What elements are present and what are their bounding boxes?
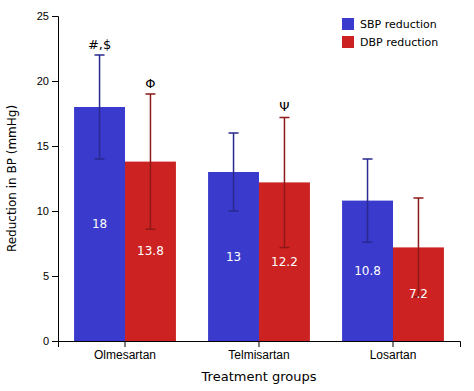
y-tick-label: 15: [37, 140, 49, 152]
y-tick-label: 20: [37, 75, 49, 87]
data-label: 18: [92, 217, 107, 231]
data-label: 13.8: [137, 244, 164, 258]
x-axis-title: Treatment groups: [201, 369, 317, 384]
y-tick-mark: [52, 341, 58, 342]
y-tick-mark: [52, 146, 58, 147]
data-label: 13: [226, 250, 241, 264]
x-tick: Telmisartan: [228, 341, 289, 362]
chart-container: 18 #,$ 13 10.8 13.8 Φ 12.2 Ψ 7.2 0 5 10 15 20 25 Olmesa…: [0, 0, 474, 391]
y-tick: 15: [37, 140, 58, 152]
x-tick: Olmesartan: [94, 341, 156, 362]
annotation: Ψ: [279, 99, 289, 114]
plot-texts: 18 #,$ 13 10.8 13.8 Φ 12.2 Ψ 7.2: [88, 37, 428, 301]
error-bar: [145, 94, 155, 229]
legend-item: SBP reduction: [342, 18, 437, 31]
y-tick-label: 25: [37, 10, 49, 22]
error-bar: [279, 117, 289, 247]
x-tick-label: Losartan: [370, 348, 417, 362]
legend: SBP reduction DBP reduction: [342, 18, 438, 49]
error-bar: [229, 133, 239, 211]
error-bar: [413, 198, 423, 297]
data-label: 7.2: [409, 287, 428, 301]
data-label: 12.2: [271, 255, 298, 269]
error-bar: [363, 159, 373, 242]
legend-label: DBP reduction: [360, 36, 438, 49]
y-tick-mark: [52, 81, 58, 82]
plot-marks: [74, 55, 444, 341]
legend-swatch: [342, 36, 354, 48]
y-tick-mark: [52, 16, 58, 17]
y-tick: 25: [37, 10, 58, 22]
x-axis: Olmesartan Telmisartan Losartan: [59, 341, 461, 362]
x-tick: Losartan: [370, 341, 417, 362]
y-tick: 10: [37, 205, 58, 217]
x-tick-mark: [125, 341, 126, 347]
y-tick-mark: [52, 211, 58, 212]
annotation: #,$: [88, 37, 111, 52]
y-tick-label: 5: [43, 270, 49, 282]
data-label: 10.8: [354, 264, 381, 278]
y-tick: 20: [37, 75, 58, 87]
x-axis-line: [59, 342, 461, 348]
y-axis-title: Reduction in BP (mmHg): [5, 105, 19, 252]
legend-item: DBP reduction: [342, 36, 438, 49]
y-tick: 0: [43, 335, 58, 347]
y-axis-line: [52, 17, 59, 342]
annotation: Φ: [145, 76, 155, 91]
error-bar: [95, 55, 105, 159]
legend-swatch: [342, 18, 354, 30]
y-tick-label: 0: [43, 335, 49, 347]
y-tick-mark: [52, 276, 58, 277]
y-tick: 5: [43, 270, 58, 282]
chart-svg: 18 #,$ 13 10.8 13.8 Φ 12.2 Ψ 7.2 0 5 10 15 20 25 Olmesa…: [0, 0, 474, 391]
y-tick-label: 10: [37, 205, 49, 217]
legend-label: SBP reduction: [360, 18, 437, 31]
x-tick-mark: [259, 341, 260, 347]
x-tick-label: Telmisartan: [228, 348, 289, 362]
y-axis: 0 5 10 15 20 25: [37, 10, 59, 347]
x-tick-mark: [393, 341, 394, 347]
x-tick-label: Olmesartan: [94, 348, 156, 362]
